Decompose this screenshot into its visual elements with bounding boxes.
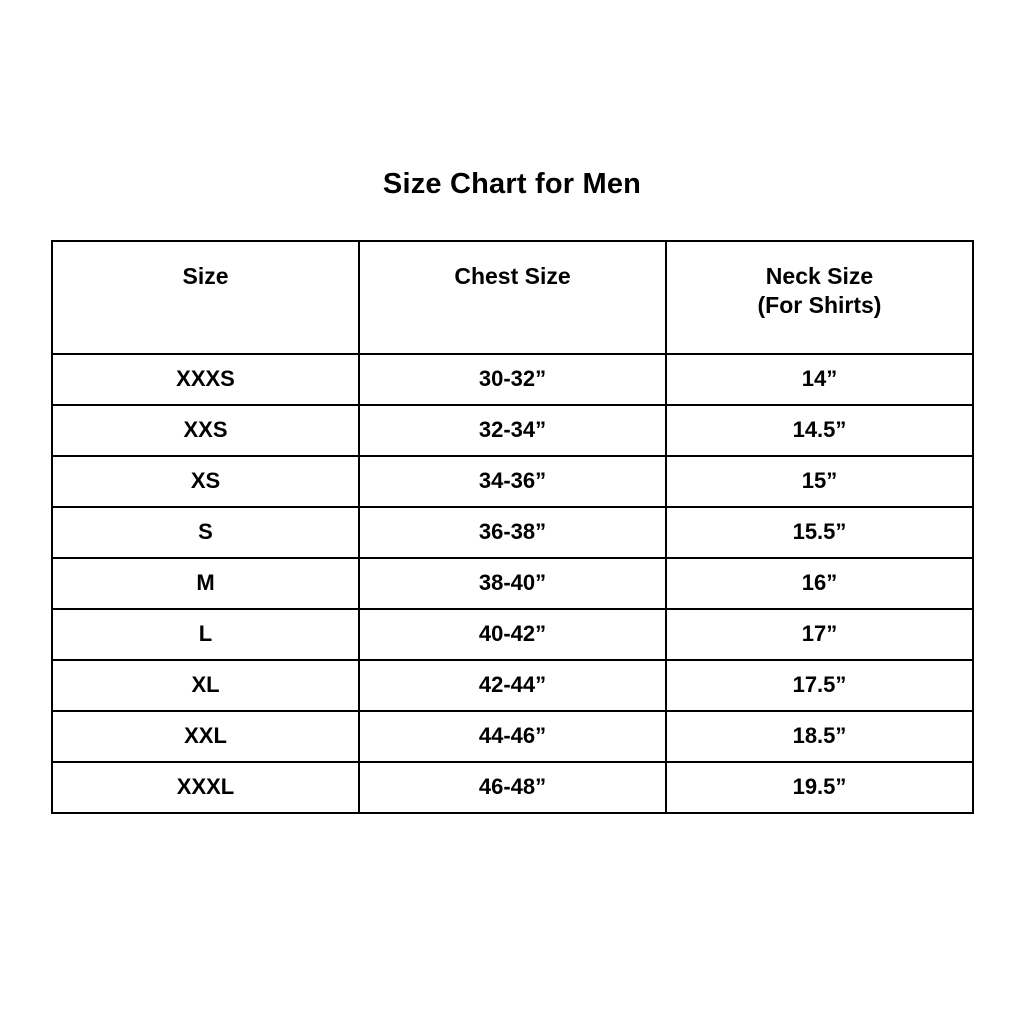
table-row: M 38-40” 16” <box>51 557 974 610</box>
header-row: Size Chest Size Neck Size (For Shirts) <box>51 240 974 355</box>
cell-neck: 14” <box>665 353 974 406</box>
cell-size: M <box>51 557 360 610</box>
table-row: L 40-42” 17” <box>51 608 974 661</box>
column-header-neck-size-line2: (For Shirts) <box>757 292 882 319</box>
cell-size: L <box>51 608 360 661</box>
cell-neck: 14.5” <box>665 404 974 457</box>
column-header-size: Size <box>51 240 360 355</box>
cell-size: XXXS <box>51 353 360 406</box>
cell-chest: 40-42” <box>358 608 667 661</box>
cell-neck: 15.5” <box>665 506 974 559</box>
size-chart-table: Size Chest Size Neck Size (For Shirts) X… <box>51 240 974 814</box>
cell-neck: 17” <box>665 608 974 661</box>
cell-chest: 32-34” <box>358 404 667 457</box>
table-body: XXXS 30-32” 14” XXS 32-34” 14.5” XS 34-3… <box>51 353 974 814</box>
cell-size: XXL <box>51 710 360 763</box>
column-header-chest-size-line1: Chest Size <box>454 263 571 289</box>
cell-chest: 42-44” <box>358 659 667 712</box>
table-header: Size Chest Size Neck Size (For Shirts) <box>51 240 974 355</box>
cell-chest: 36-38” <box>358 506 667 559</box>
table-row: S 36-38” 15.5” <box>51 506 974 559</box>
cell-chest: 30-32” <box>358 353 667 406</box>
cell-neck: 17.5” <box>665 659 974 712</box>
cell-size: XL <box>51 659 360 712</box>
table-row: XXXL 46-48” 19.5” <box>51 761 974 814</box>
cell-size: XS <box>51 455 360 508</box>
cell-neck: 16” <box>665 557 974 610</box>
cell-chest: 44-46” <box>358 710 667 763</box>
table-row: XL 42-44” 17.5” <box>51 659 974 712</box>
cell-chest: 38-40” <box>358 557 667 610</box>
cell-size: XXXL <box>51 761 360 814</box>
table-row: XXXS 30-32” 14” <box>51 353 974 406</box>
cell-chest: 34-36” <box>358 455 667 508</box>
size-chart-container: Size Chest Size Neck Size (For Shirts) X… <box>51 240 974 814</box>
table-row: XS 34-36” 15” <box>51 455 974 508</box>
column-header-chest-size: Chest Size <box>358 240 667 355</box>
cell-neck: 19.5” <box>665 761 974 814</box>
column-header-size-line1: Size <box>182 263 229 289</box>
cell-neck: 15” <box>665 455 974 508</box>
column-header-neck-size: Neck Size (For Shirts) <box>665 240 974 355</box>
cell-chest: 46-48” <box>358 761 667 814</box>
cell-neck: 18.5” <box>665 710 974 763</box>
cell-size: S <box>51 506 360 559</box>
cell-size: XXS <box>51 404 360 457</box>
table-row: XXS 32-34” 14.5” <box>51 404 974 457</box>
column-header-neck-size-line1: Neck Size <box>765 263 874 289</box>
table-row: XXL 44-46” 18.5” <box>51 710 974 763</box>
page-title: Size Chart for Men <box>382 168 642 200</box>
